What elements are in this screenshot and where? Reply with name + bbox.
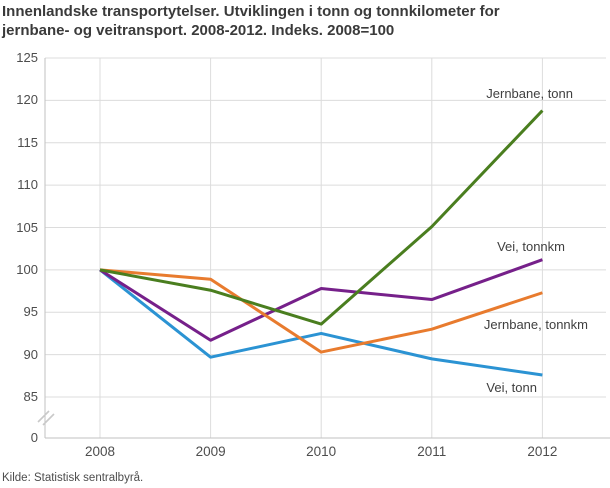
axis-break-icon (42, 413, 55, 426)
x-tick-label: 2009 (195, 444, 226, 459)
y-tick-label: 110 (17, 177, 38, 193)
y-tick-label: 115 (17, 134, 38, 150)
y-tick-label: 100 (16, 261, 38, 277)
series-line-vei-tonn (99, 268, 543, 377)
y-tick-label: 95 (23, 304, 38, 320)
series-label-jernbane-tonn: Jernbane, tonn (486, 86, 573, 101)
y-tick-label: 125 (16, 50, 38, 65)
series-line-jernbane-tonnkm (99, 268, 543, 354)
source-note: Kilde: Statistisk sentralbyrå. (2, 472, 144, 484)
chart-title-line1: Innenlandske transportytelser. Utvikling… (2, 3, 500, 20)
axis-break-icon (37, 410, 50, 423)
y-tick-label: 85 (23, 389, 38, 404)
y-tick-label: 105 (16, 219, 38, 235)
x-tick-label: 2008 (84, 444, 116, 459)
chart-title: Innenlandske transportytelser. Utvikling… (2, 2, 606, 40)
series-label-vei-tonn: Vei, tonn (486, 380, 537, 395)
y-tick-label-zero: 0 (30, 430, 38, 445)
x-tick-label: 2010 (306, 444, 337, 459)
y-tick-label: 90 (23, 346, 38, 362)
y-tick-label: 120 (16, 92, 38, 108)
series-line-jernbane-tonn (99, 109, 544, 326)
series-label-jernbane-tonnkm: Jernbane, tonnkm (483, 317, 588, 332)
series-line-vei-tonnkm (99, 258, 543, 342)
series-label-vei-tonnkm: Vei, tonnkm (497, 239, 565, 254)
x-tick-label: 2012 (527, 444, 558, 459)
x-tick-label: 2011 (417, 444, 447, 459)
chart-title-line2: jernbane- og veitransport. 2008-2012. In… (2, 22, 395, 39)
